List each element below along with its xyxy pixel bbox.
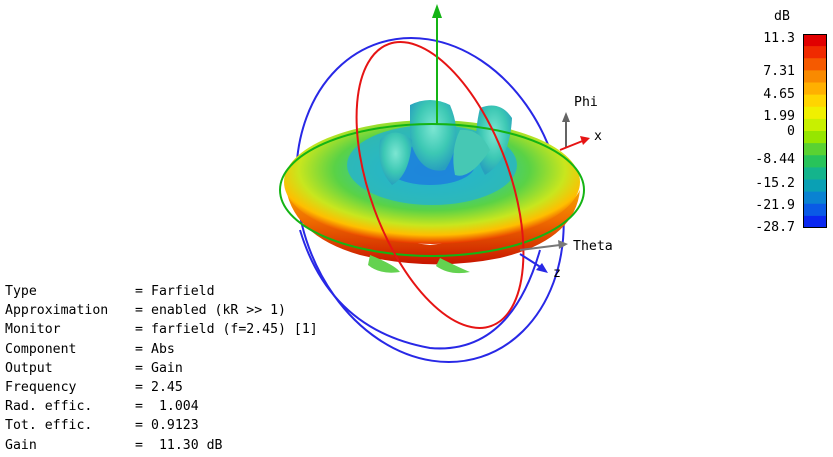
colorbar-tick-label: 1.99 — [763, 109, 795, 124]
pattern-rim — [285, 182, 580, 265]
info-row: Frequency = 2.45 — [5, 378, 318, 397]
info-value: 2.45 — [151, 380, 183, 396]
info-row: Approximation = enabled (kR >> 1) — [5, 301, 318, 320]
phi-axis-label: Phi — [574, 95, 598, 110]
info-equals: = — [135, 399, 151, 415]
info-row: Type = Farfield — [5, 282, 318, 301]
info-equals: = — [135, 380, 151, 396]
info-equals: = — [135, 303, 151, 319]
vertical-axis-arrow — [432, 4, 442, 18]
colorbar-tick-label: -15.2 — [755, 176, 795, 191]
info-row: Monitor = farfield (f=2.45) [1] — [5, 320, 318, 339]
z-axis-label: z — [553, 266, 561, 281]
colorbar-band — [803, 167, 827, 180]
info-row: Gain = 11.30 dB — [5, 436, 318, 455]
colorbar-tick-label: 11.3 — [763, 31, 795, 46]
elevation-ring — [355, 41, 525, 329]
colorbar-tick-label: 7.31 — [763, 64, 795, 79]
info-row: Component = Abs — [5, 340, 318, 359]
info-equals: = — [135, 284, 151, 299]
colorbar-band — [803, 70, 827, 83]
info-equals: = — [135, 341, 151, 357]
info-value: farfield (f=2.45) [1] — [151, 322, 318, 338]
phi-ring-front — [299, 229, 541, 350]
colorbar-tick-label: -8.44 — [755, 152, 795, 167]
info-value: 11.30 dB — [151, 437, 223, 453]
colorbar-band — [803, 203, 827, 217]
theta-ring — [279, 123, 585, 257]
info-key: Output — [5, 360, 53, 376]
info-value: Farfield — [151, 284, 215, 299]
colorbar-band — [803, 94, 827, 108]
theta-axis-label: Theta — [573, 239, 613, 254]
colorbar-band — [803, 131, 827, 144]
info-equals: = — [135, 360, 151, 376]
colorbar-tick-label: 4.65 — [763, 87, 795, 102]
colorbar-band — [803, 106, 827, 120]
colorbar-band — [803, 118, 827, 132]
colorbar-band — [803, 179, 827, 193]
pattern-lobe — [410, 100, 457, 171]
x-axis-label: x — [594, 129, 602, 144]
info-row: Tot. effic. = 0.9123 — [5, 416, 318, 435]
info-value: Abs — [151, 341, 175, 357]
info-value: Gain — [151, 360, 183, 376]
colorbar-tick-label: -28.7 — [755, 220, 795, 235]
colorbar-tick-label: -21.9 — [755, 198, 795, 213]
info-row: Rad. effic. = 1.004 — [5, 397, 318, 416]
info-equals: = — [135, 322, 151, 338]
info-key: Gain — [5, 437, 37, 453]
colorbar-band — [803, 191, 827, 205]
colorbar-band — [803, 82, 827, 96]
colorbar — [803, 34, 827, 228]
colorbar-band — [803, 155, 827, 168]
colorbar-band — [803, 215, 827, 228]
colorbar-band — [803, 143, 827, 156]
info-key: Approximation — [5, 303, 109, 319]
info-key: Component — [5, 341, 77, 357]
info-key: Type — [5, 284, 37, 299]
colorbar-unit: dB — [774, 9, 790, 24]
colorbar-band — [803, 46, 827, 59]
info-key: Frequency — [5, 380, 77, 396]
colorbar-band — [803, 58, 827, 71]
info-row: Output = Gain — [5, 359, 318, 378]
info-key: Rad. effic. — [5, 399, 93, 415]
info-key: Monitor — [5, 322, 61, 338]
colorbar-tick-label: 0 — [787, 124, 795, 139]
info-value: 0.9123 — [151, 418, 199, 434]
info-equals: = — [135, 437, 151, 453]
info-key: Tot. effic. — [5, 418, 93, 434]
colorbar-band — [803, 34, 827, 47]
info-value: enabled (kR >> 1) — [151, 303, 286, 319]
farfield-info-panel: Type = Farfield Approximation = enabled (kR… — [5, 282, 318, 455]
info-equals: = — [135, 418, 151, 434]
info-value: 1.004 — [151, 399, 199, 415]
